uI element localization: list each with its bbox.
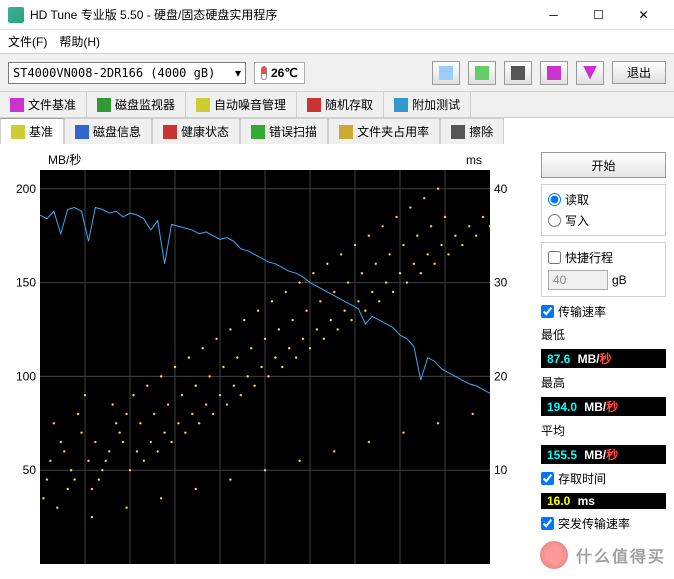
- camera-icon: [511, 66, 525, 80]
- save-button[interactable]: [540, 61, 568, 85]
- svg-text:30: 30: [494, 276, 508, 290]
- avg-value: 155.5 MB/秒: [541, 445, 666, 464]
- tab-附加测试[interactable]: 附加测试: [384, 92, 471, 117]
- transfer-rate-check[interactable]: 传输速率: [541, 303, 666, 320]
- burst-label: 突发传输速率: [558, 515, 630, 532]
- tab-icon: [451, 125, 465, 139]
- svg-text:MB/秒: MB/秒: [48, 153, 81, 167]
- min-value: 87.6 MB/秒: [541, 349, 666, 368]
- side-panel: 开始 读取 写入 快捷行程 40 gB 传输速率 最低 87.6 MB/秒 最高…: [541, 152, 666, 566]
- tab-基准[interactable]: 基准: [0, 118, 64, 144]
- app-icon: [8, 7, 24, 23]
- screenshot-button[interactable]: [504, 61, 532, 85]
- watermark-logo-icon: [538, 539, 570, 571]
- chart-svg: 50 100 150 200 10 20 30 40 MB/秒 ms: [8, 152, 518, 572]
- access-label: 存取时间: [558, 470, 606, 487]
- tab-icon: [97, 98, 111, 112]
- drive-select[interactable]: ST4000VN008-2DR166 (4000 gB) ▾: [8, 62, 246, 84]
- avg-label: 平均: [541, 422, 666, 439]
- exit-button[interactable]: 退出: [612, 61, 666, 84]
- options-button[interactable]: [576, 61, 604, 85]
- tab-icon: [307, 98, 321, 112]
- max-value: 194.0 MB/秒: [541, 397, 666, 416]
- tab-icon: [10, 98, 24, 112]
- read-radio[interactable]: 读取: [548, 191, 659, 208]
- svg-text:20: 20: [494, 369, 508, 383]
- tab-icon: [163, 125, 177, 139]
- access-value: 16.0 ms: [541, 493, 666, 509]
- tab-错误扫描[interactable]: 错误扫描: [240, 118, 328, 144]
- menu-help[interactable]: 帮助(H): [59, 33, 100, 50]
- access-time-check[interactable]: 存取时间: [541, 470, 666, 487]
- maximize-button[interactable]: ☐: [576, 1, 621, 29]
- short-stroke-label: 快捷行程: [565, 249, 613, 266]
- svg-text:100: 100: [16, 369, 36, 383]
- tab-icon: [339, 125, 353, 139]
- temperature: 26℃: [254, 62, 305, 84]
- watermark-text: 什么值得买: [576, 543, 666, 567]
- tab-磁盘监视器[interactable]: 磁盘监视器: [87, 92, 186, 117]
- write-label: 写入: [565, 212, 589, 229]
- burst-rate-check[interactable]: 突发传输速率: [541, 515, 666, 532]
- arrow-down-icon: [583, 66, 597, 80]
- tab-随机存取[interactable]: 随机存取: [297, 92, 384, 117]
- min-label: 最低: [541, 326, 666, 343]
- titlebar: HD Tune 专业版 5.50 - 硬盘/固态硬盘实用程序 ─ ☐ ✕: [0, 0, 674, 30]
- drive-name: ST4000VN008-2DR166 (4000 gB): [13, 66, 215, 80]
- write-radio[interactable]: 写入: [548, 212, 659, 229]
- copy-screenshot-button[interactable]: [468, 61, 496, 85]
- tab-擦除[interactable]: 擦除: [440, 118, 504, 144]
- svg-text:50: 50: [23, 463, 37, 477]
- svg-text:150: 150: [16, 276, 36, 290]
- menubar: 文件(F) 帮助(H): [0, 30, 674, 54]
- save-icon: [547, 66, 561, 80]
- tab-icon: [11, 125, 25, 139]
- stroke-unit: gB: [612, 273, 627, 287]
- tab-icon: [75, 125, 89, 139]
- copy-text-button[interactable]: [432, 61, 460, 85]
- toolbar: ST4000VN008-2DR166 (4000 gB) ▾ 26℃ 退出: [0, 54, 674, 92]
- tab-磁盘信息[interactable]: 磁盘信息: [64, 118, 152, 144]
- tab-row-1: 文件基准磁盘监视器自动噪音管理随机存取附加测试: [0, 92, 674, 118]
- close-button[interactable]: ✕: [621, 1, 666, 29]
- tab-自动噪音管理[interactable]: 自动噪音管理: [186, 92, 297, 117]
- benchmark-chart: 50 100 150 200 10 20 30 40 MB/秒 ms: [8, 152, 533, 566]
- tab-文件夹占用率[interactable]: 文件夹占用率: [328, 118, 440, 144]
- tab-icon: [196, 98, 210, 112]
- svg-text:10: 10: [494, 463, 508, 477]
- svg-text:200: 200: [16, 182, 36, 196]
- tab-文件基准[interactable]: 文件基准: [0, 92, 87, 117]
- max-label: 最高: [541, 374, 666, 391]
- svg-text:40: 40: [494, 182, 508, 196]
- watermark: 什么值得买: [538, 539, 666, 571]
- temp-value: 26℃: [271, 66, 298, 80]
- copy-image-icon: [475, 66, 489, 80]
- chevron-down-icon: ▾: [235, 66, 241, 80]
- svg-text:ms: ms: [466, 153, 482, 167]
- tab-icon: [394, 98, 408, 112]
- thermometer-icon: [261, 66, 267, 80]
- stroke-spinner[interactable]: 40: [548, 270, 608, 290]
- transfer-label: 传输速率: [558, 303, 606, 320]
- tab-健康状态[interactable]: 健康状态: [152, 118, 240, 144]
- read-label: 读取: [565, 191, 589, 208]
- short-stroke-check[interactable]: 快捷行程: [548, 249, 659, 266]
- window-title: HD Tune 专业版 5.50 - 硬盘/固态硬盘实用程序: [30, 6, 531, 23]
- tab-icon: [251, 125, 265, 139]
- tab-row-2: 基准磁盘信息健康状态错误扫描文件夹占用率擦除: [0, 118, 674, 144]
- minimize-button[interactable]: ─: [531, 1, 576, 29]
- start-button[interactable]: 开始: [541, 152, 666, 178]
- menu-file[interactable]: 文件(F): [8, 33, 47, 50]
- copy-text-icon: [439, 66, 453, 80]
